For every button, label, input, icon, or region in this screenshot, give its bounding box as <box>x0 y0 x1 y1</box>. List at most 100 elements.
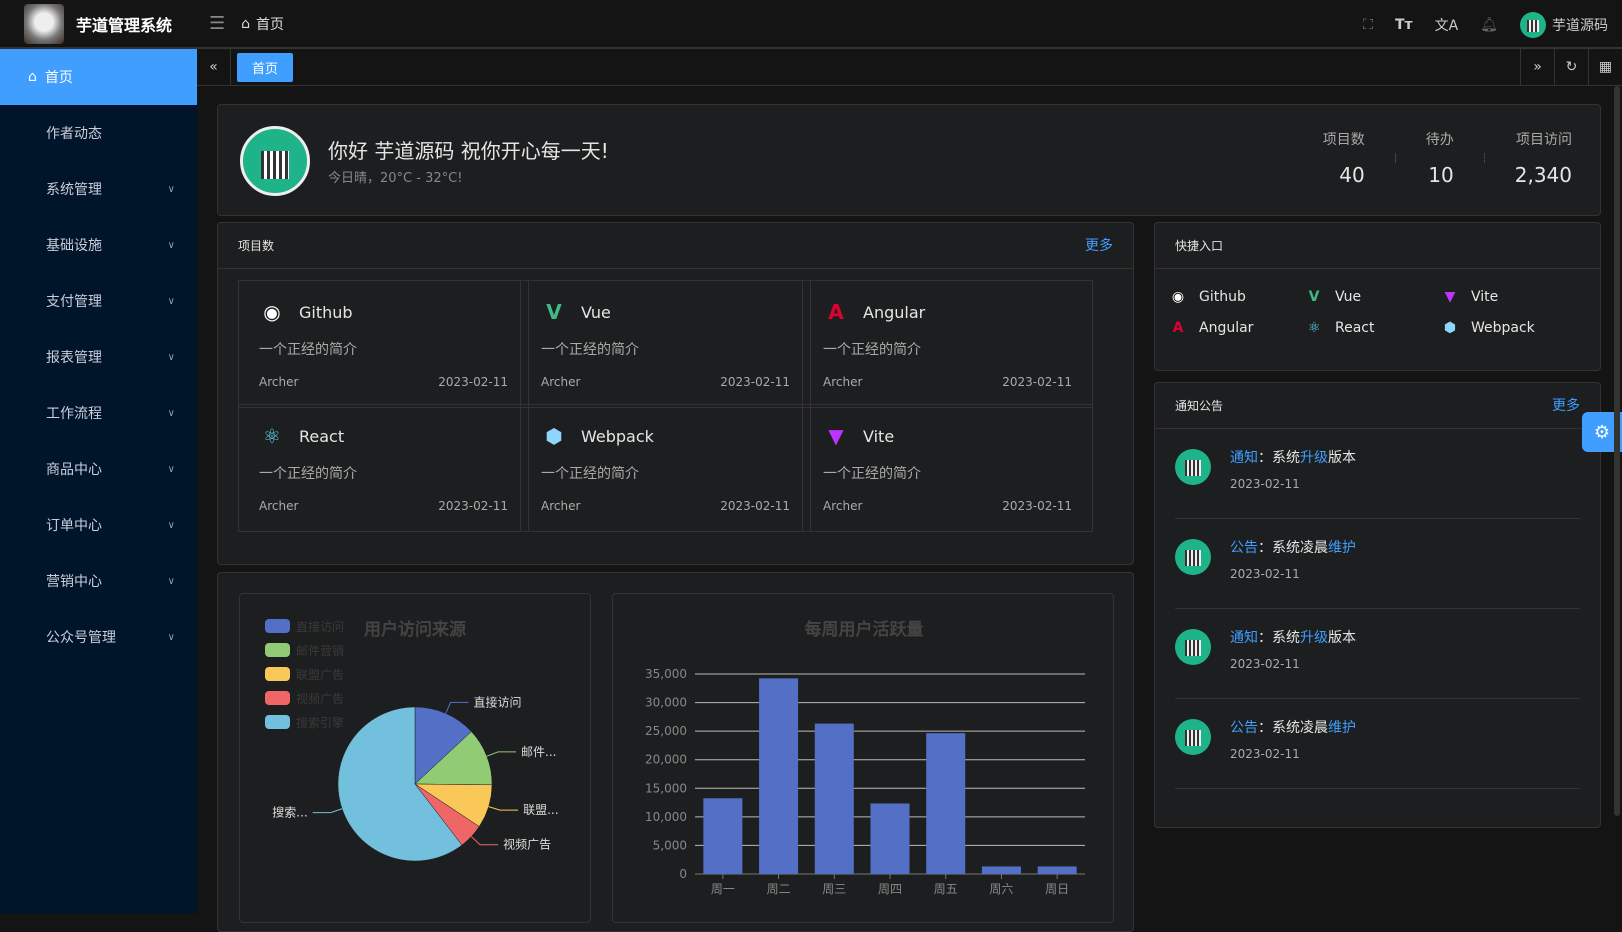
sidebar-item[interactable]: 作者动态 <box>0 105 197 161</box>
sidebar-item[interactable]: 基础设施 ∨ <box>0 217 197 273</box>
bar <box>814 723 854 874</box>
charts-card: 用户访问来源 直接访问 邮件营销 联盟广告 视频广告 搜索引擎 直接访问 邮件... 联盟...… <box>217 572 1134 932</box>
sidebar-item[interactable]: 商品中心 ∨ <box>0 441 197 497</box>
shortcut-webpack[interactable]: ⬢ Webpack <box>1441 320 1535 336</box>
shortcut-vue[interactable]: V Vue <box>1305 289 1362 305</box>
chevron-down-icon: ∨ <box>167 631 175 643</box>
pie-label: 视频广告 <box>503 837 551 852</box>
sidebar-item[interactable]: 报表管理 ∨ <box>0 329 197 385</box>
pie-label-line <box>488 806 519 811</box>
notice-date: 2023-02-11 <box>1230 567 1300 581</box>
sidebar-item[interactable]: ⌂ 首页 <box>0 49 197 105</box>
avatar <box>1175 539 1211 575</box>
sidebar-item[interactable]: 系统管理 ∨ <box>0 161 197 217</box>
avatar <box>1175 449 1211 485</box>
legend-label: 联盟广告 <box>296 668 344 682</box>
project-card[interactable]: ▼ Vite 一个正经的简介 Archer 2023-02-11 <box>802 404 1093 532</box>
logo[interactable]: 芋道管理系统 <box>0 3 197 44</box>
projects-more-link[interactable]: 更多 <box>1085 238 1113 254</box>
angular-icon: A <box>828 300 844 324</box>
shortcut-react[interactable]: ⚛ React <box>1305 320 1375 336</box>
pie-label: 搜索... <box>272 805 307 820</box>
project-date: 2023-02-11 <box>438 375 508 389</box>
chevron-down-icon: ∨ <box>167 463 175 475</box>
y-tick-label: 15,000 <box>645 781 687 795</box>
y-tick-label: 0 <box>679 867 687 881</box>
projects-title: 项目数 <box>238 239 275 253</box>
notice-item[interactable]: 通知：系统升级版本 2023-02-11 <box>1175 609 1580 699</box>
notice-item[interactable]: 公告：系统凌晨维护 2023-02-11 <box>1175 699 1580 789</box>
bar <box>870 803 910 874</box>
shortcut-label: Vue <box>1335 289 1362 305</box>
grid-menu-icon[interactable]: ▦ <box>1588 49 1622 85</box>
legend-label: 直接访问 <box>296 619 344 634</box>
sidebar-item[interactable]: 支付管理 ∨ <box>0 273 197 329</box>
notices-more-link[interactable]: 更多 <box>1552 398 1580 414</box>
x-tick-label: 周日 <box>1045 882 1069 896</box>
project-card[interactable]: ⚛ React 一个正经的简介 Archer 2023-02-11 <box>238 404 529 532</box>
notice-item[interactable]: 公告：系统凌晨维护 2023-02-11 <box>1175 519 1580 609</box>
sidebar-item[interactable]: 订单中心 ∨ <box>0 497 197 553</box>
project-card[interactable]: A Angular 一个正经的简介 Archer 2023-02-11 <box>802 280 1093 408</box>
logo-image <box>24 3 64 44</box>
chevron-down-icon: ∨ <box>167 351 175 363</box>
github-icon: ◉ <box>263 300 281 324</box>
project-name: Github <box>299 302 353 322</box>
chevron-down-icon: ∨ <box>167 519 175 531</box>
scroll-right-icon[interactable]: » <box>1520 49 1554 85</box>
project-author: Archer <box>541 375 581 389</box>
bell-icon[interactable]: 🔔︎ <box>1480 16 1498 33</box>
project-desc: 一个正经的简介 <box>541 342 639 358</box>
refresh-icon[interactable]: ↻ <box>1554 49 1588 85</box>
legend-label: 视频广告 <box>296 691 344 706</box>
sidebar-item-label: 商品中心 <box>46 462 102 478</box>
sidebar-item-label: 系统管理 <box>46 182 102 198</box>
sidebar-item-label: 营销中心 <box>46 574 102 590</box>
x-tick-label: 周六 <box>989 882 1013 896</box>
legend-label: 搜索引擎 <box>296 715 344 730</box>
project-desc: 一个正经的简介 <box>259 466 357 482</box>
x-tick-label: 周四 <box>878 882 902 896</box>
project-author: Archer <box>541 499 581 513</box>
vite-icon: ▼ <box>828 424 844 448</box>
sidebar-item[interactable]: 工作流程 ∨ <box>0 385 197 441</box>
tab-home[interactable]: 首页 <box>237 52 294 82</box>
project-card[interactable]: ◉ Github 一个正经的简介 Archer 2023-02-11 <box>238 280 529 408</box>
x-tick-label: 周五 <box>934 882 958 896</box>
notice-date: 2023-02-11 <box>1230 477 1300 491</box>
bar-title: 每周用户活跃量 <box>805 619 924 640</box>
legend-label: 邮件营销 <box>296 644 344 658</box>
project-author: Archer <box>259 375 299 389</box>
notices-title: 通知公告 <box>1175 399 1224 413</box>
menu-toggle-icon[interactable]: ☰ <box>209 13 226 34</box>
stat-visits: 项目访问 2,340 <box>1514 132 1572 187</box>
notice-item[interactable]: 通知：系统升级版本 2023-02-11 <box>1175 429 1580 519</box>
sidebar-item-label: 作者动态 <box>46 126 102 142</box>
vue-icon: V <box>546 300 562 324</box>
sidebar-item[interactable]: 营销中心 ∨ <box>0 553 197 609</box>
chevron-down-icon: ∨ <box>167 575 175 587</box>
project-author: Archer <box>823 499 863 513</box>
project-date: 2023-02-11 <box>720 499 790 513</box>
user-menu[interactable]: 芋道源码 <box>1520 11 1608 38</box>
font-size-icon[interactable]: Tт <box>1394 16 1413 33</box>
sidebar-item[interactable]: 公众号管理 ∨ <box>0 609 197 665</box>
pie-label: 邮件... <box>521 745 556 759</box>
bar-chart: 每周用户活跃量 0 5,000 10,000 15,000 20,000 25,000 30,… <box>645 619 1085 896</box>
shortcut-github[interactable]: ◉ Github <box>1169 289 1246 305</box>
translate-icon[interactable]: 文A <box>1434 17 1459 34</box>
shortcut-angular[interactable]: A Angular <box>1169 320 1254 336</box>
breadcrumb-home: 首页 <box>256 16 285 33</box>
project-card[interactable]: V Vue 一个正经的简介 Archer 2023-02-11 <box>520 280 811 408</box>
scroll-left-icon[interactable]: « <box>197 49 231 85</box>
tabs-bar: « 首页 » ↻ ▦ <box>197 49 1622 86</box>
shortcut-label: Github <box>1199 289 1246 305</box>
pie-title: 用户访问来源 <box>364 619 466 640</box>
shortcut-vite[interactable]: ▼ Vite <box>1441 289 1499 305</box>
project-card[interactable]: ⬢ Webpack 一个正经的简介 Archer 2023-02-11 <box>520 404 811 532</box>
scrollbar[interactable] <box>1614 86 1620 816</box>
breadcrumb[interactable]: ⌂ 首页 <box>241 14 284 34</box>
fullscreen-icon[interactable]: ⛶ <box>1363 16 1373 33</box>
pie-chart: 用户访问来源直接访问邮件营销联盟广告视频广告搜索引擎直接访问邮件...联盟...… <box>265 619 559 862</box>
project-desc: 一个正经的简介 <box>259 342 357 358</box>
